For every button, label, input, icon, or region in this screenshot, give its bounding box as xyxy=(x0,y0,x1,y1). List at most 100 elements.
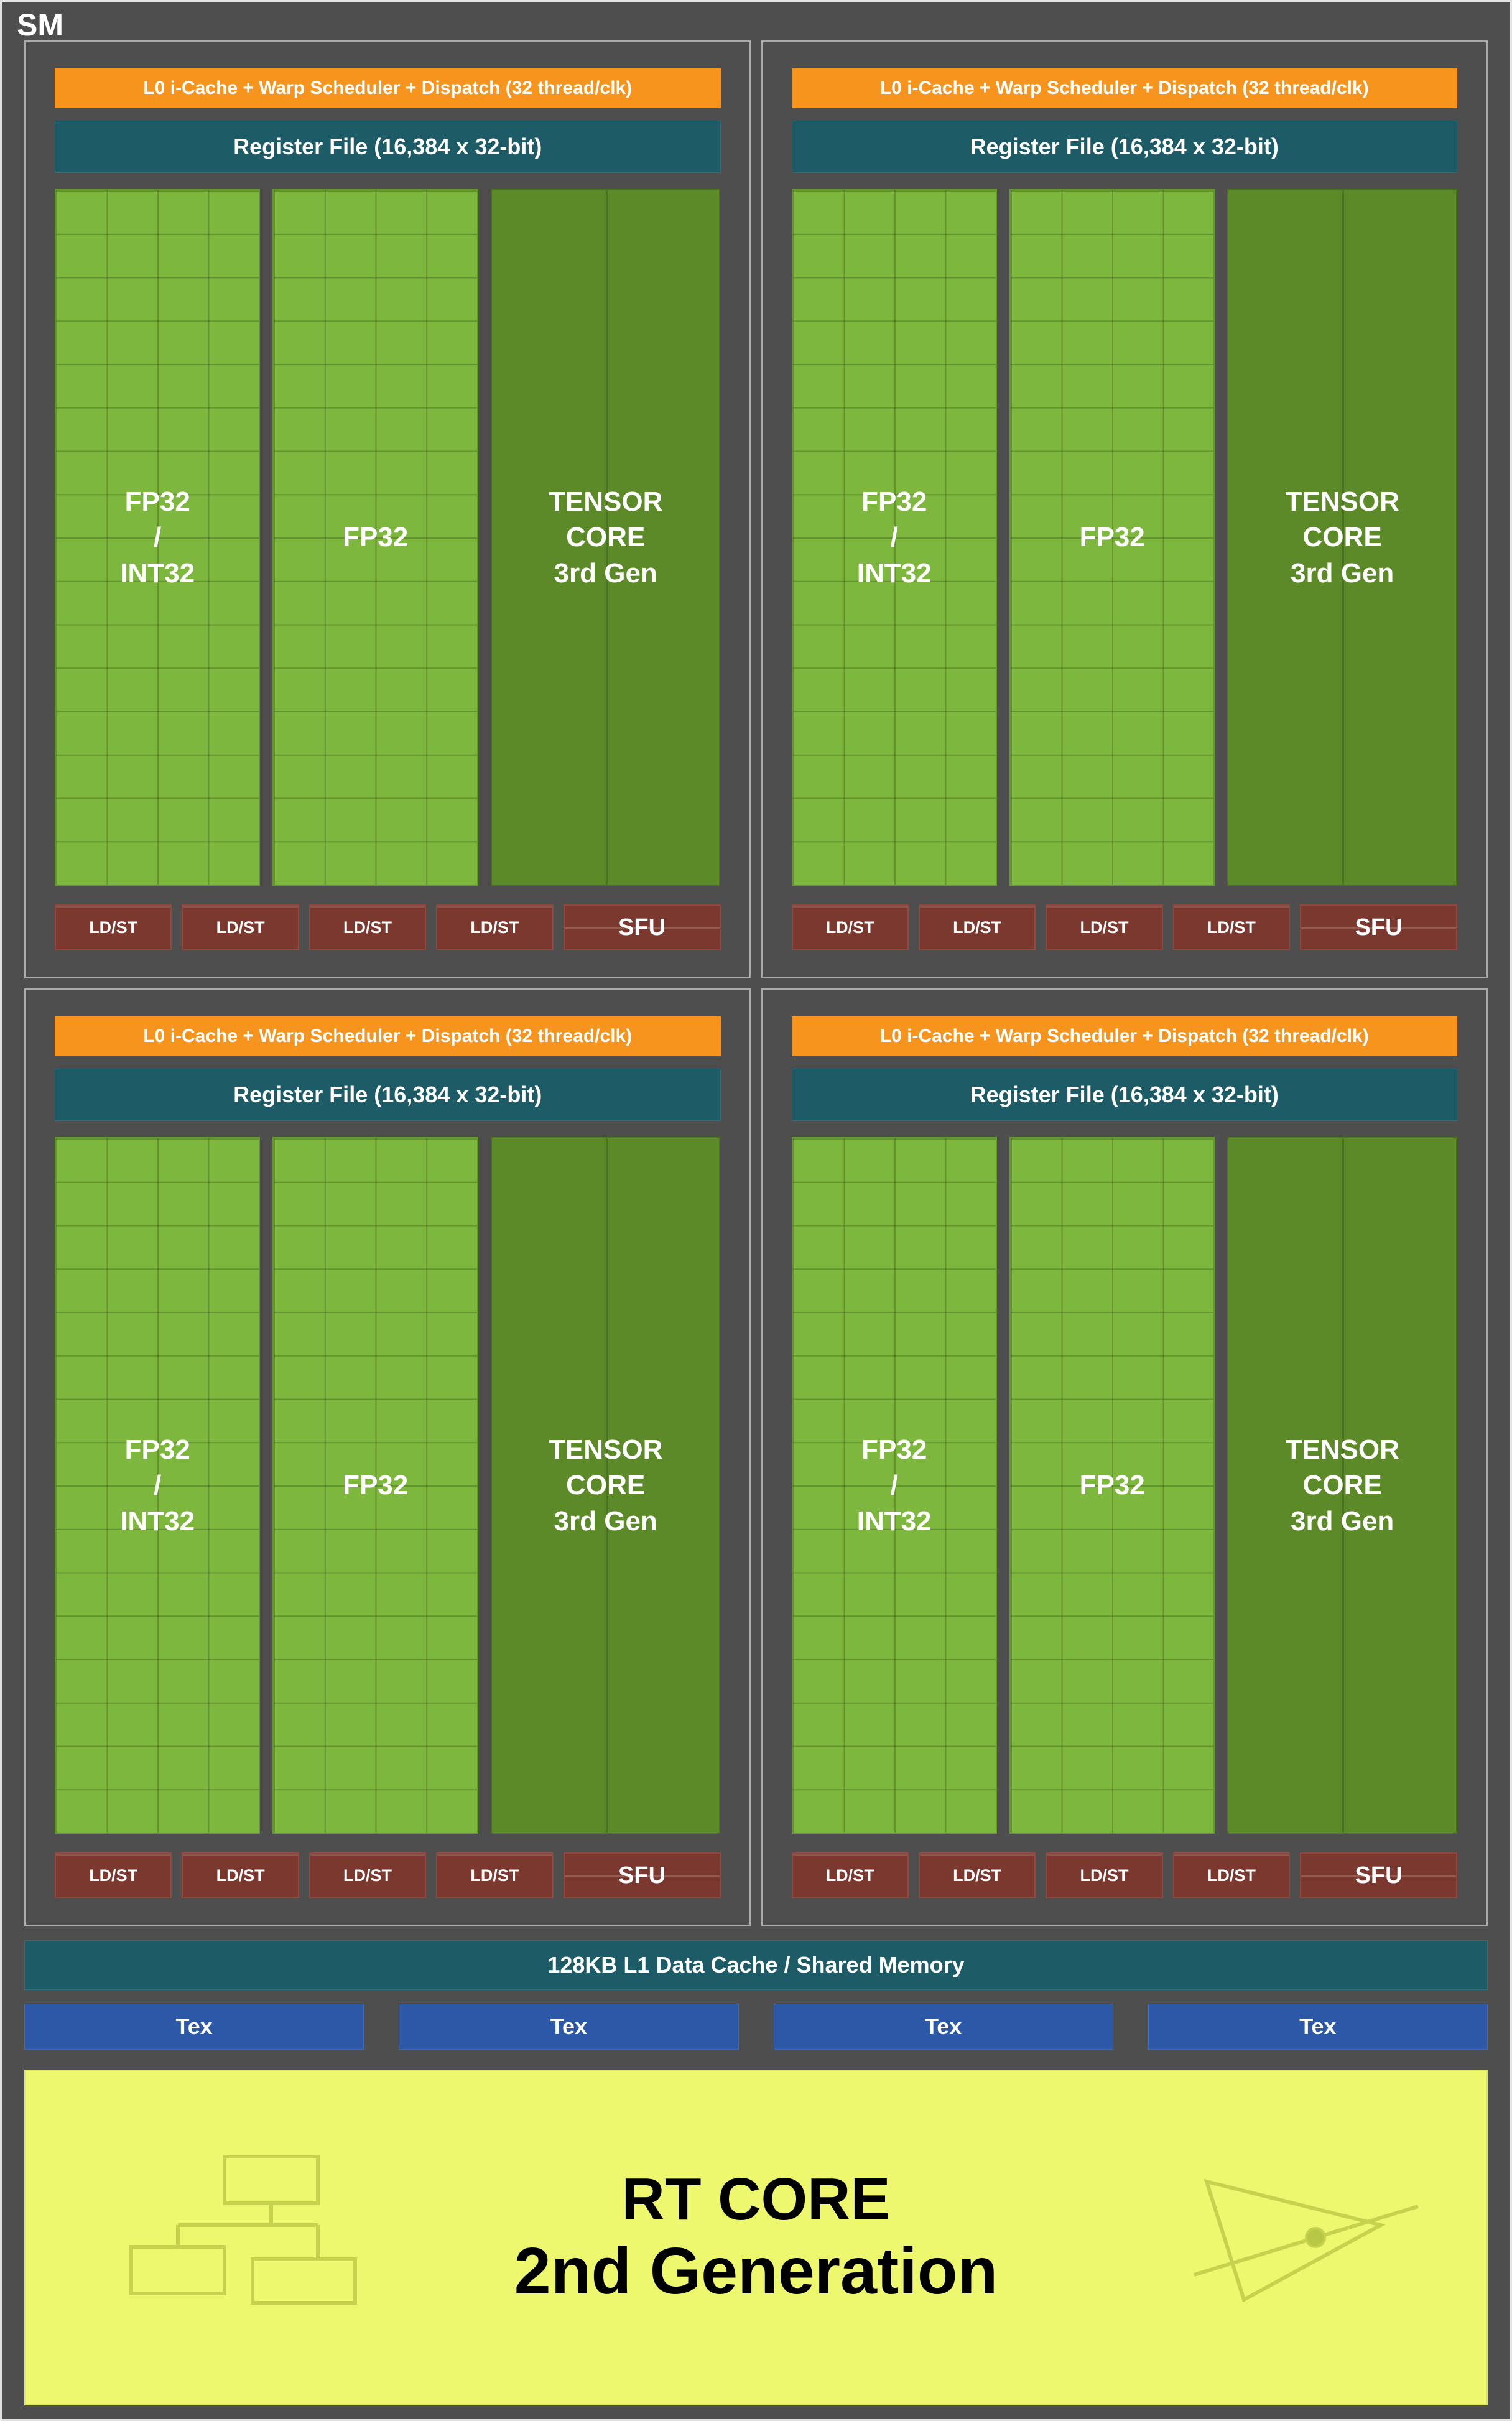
register-file-bar: Register File (16,384 x 32-bit) xyxy=(791,1069,1457,1121)
rt-core-title: RT CORE 2nd Generation xyxy=(514,2165,998,2310)
core-row: FP32 / INT32 FP32 TENSOR CORE 3rd Gen xyxy=(791,1137,1458,1834)
ldst-sfu-row: LD/ST LD/ST LD/ST LD/ST SFU xyxy=(55,904,721,950)
tensor-core-label: TENSOR CORE 3rd Gen xyxy=(549,1432,662,1539)
core-label-line: FP32 xyxy=(343,1470,409,1501)
fp32-int32-label: FP32 / INT32 xyxy=(857,484,932,591)
core-row: FP32 / INT32 FP32 TENSOR CORE 3rd Gen xyxy=(791,189,1458,886)
sm-partition-2: L0 i-Cache + Warp Scheduler + Dispatch (… xyxy=(761,40,1488,978)
rt-core-line2: 2nd Generation xyxy=(514,2234,998,2308)
core-label-line: INT32 xyxy=(120,557,195,588)
sm-title: SM xyxy=(17,7,63,42)
core-row: FP32 / INT32 FP32 TENSOR CORE 3rd Gen xyxy=(55,1137,721,1834)
ldst-unit: LD/ST xyxy=(1172,904,1291,950)
core-label-line: 3rd Gen xyxy=(1291,557,1394,588)
core-label-line: CORE xyxy=(566,522,646,553)
ldst-unit: LD/ST xyxy=(791,904,909,950)
l1-cache-shared-memory-bar: 128KB L1 Data Cache / Shared Memory xyxy=(24,1940,1488,1990)
ldst-unit: LD/ST xyxy=(1046,1852,1163,1898)
bvh-tree-icon xyxy=(129,2155,357,2305)
ldst-unit: LD/ST xyxy=(918,904,1036,950)
core-label-line: / xyxy=(154,1470,162,1501)
fp32-int32-core-block: FP32 / INT32 xyxy=(55,189,261,886)
core-label-line: TENSOR xyxy=(549,486,663,518)
ldst-unit: LD/ST xyxy=(791,1852,909,1898)
tensor-core-block: TENSOR CORE 3rd Gen xyxy=(490,1137,721,1834)
tex-unit: Tex xyxy=(1148,2004,1488,2050)
sm-partition-1: L0 i-Cache + Warp Scheduler + Dispatch (… xyxy=(24,40,751,978)
core-label-line: 3rd Gen xyxy=(554,1505,657,1536)
tensor-core-label: TENSOR CORE 3rd Gen xyxy=(549,484,662,591)
core-label-line: / xyxy=(890,522,898,553)
core-label-line: FP32 xyxy=(1079,1470,1145,1501)
ldst-unit: LD/ST xyxy=(55,904,172,950)
warp-scheduler-bar: L0 i-Cache + Warp Scheduler + Dispatch (… xyxy=(791,1016,1457,1056)
ldst-unit: LD/ST xyxy=(436,904,554,950)
tensor-core-label: TENSOR CORE 3rd Gen xyxy=(1286,1432,1399,1539)
sfu-unit: SFU xyxy=(563,904,721,950)
tex-unit: Tex xyxy=(773,2004,1113,2050)
tensor-core-block: TENSOR CORE 3rd Gen xyxy=(1227,189,1457,886)
core-label-line: FP32 xyxy=(1079,522,1145,553)
ray-triangle-icon xyxy=(1194,2178,1419,2303)
warp-scheduler-bar: L0 i-Cache + Warp Scheduler + Dispatch (… xyxy=(791,68,1457,108)
core-label-line: TENSOR xyxy=(549,1434,663,1466)
fp32-label: FP32 xyxy=(1080,519,1145,555)
ldst-unit: LD/ST xyxy=(55,1852,172,1898)
warp-scheduler-bar: L0 i-Cache + Warp Scheduler + Dispatch (… xyxy=(55,68,721,108)
core-label-line: TENSOR xyxy=(1285,486,1399,518)
fp32-core-block: FP32 xyxy=(272,189,478,886)
ldst-unit: LD/ST xyxy=(308,1852,427,1898)
sfu-unit: SFU xyxy=(1300,904,1457,950)
ldst-unit: LD/ST xyxy=(182,904,299,950)
register-file-bar: Register File (16,384 x 32-bit) xyxy=(55,121,721,173)
tex-unit: Tex xyxy=(24,2004,364,2050)
core-row: FP32 / INT32 FP32 TENSOR CORE 3rd Gen xyxy=(55,189,721,886)
core-label-line: FP32 xyxy=(861,486,927,518)
fp32-int32-core-block: FP32 / INT32 xyxy=(791,1137,997,1834)
fp32-int32-label: FP32 / INT32 xyxy=(857,1432,932,1539)
sfu-unit: SFU xyxy=(563,1852,721,1898)
sm-partition-grid: L0 i-Cache + Warp Scheduler + Dispatch (… xyxy=(24,40,1488,1926)
core-label-line: / xyxy=(154,522,162,553)
tex-unit: Tex xyxy=(399,2004,739,2050)
core-label-line: / xyxy=(890,1470,898,1501)
core-label-line: CORE xyxy=(1302,522,1382,553)
fp32-core-block: FP32 xyxy=(272,1137,478,1834)
fp32-int32-label: FP32 / INT32 xyxy=(120,484,195,591)
fp32-label: FP32 xyxy=(343,1467,408,1503)
fp32-int32-core-block: FP32 / INT32 xyxy=(791,189,997,886)
core-label-line: FP32 xyxy=(124,1434,190,1466)
ldst-unit: LD/ST xyxy=(436,1852,554,1898)
ldst-unit: LD/ST xyxy=(1172,1852,1291,1898)
core-label-line: 3rd Gen xyxy=(1291,1505,1394,1536)
fp32-core-block: FP32 xyxy=(1009,189,1215,886)
fp32-core-block: FP32 xyxy=(1009,1137,1215,1834)
sm-partition-4: L0 i-Cache + Warp Scheduler + Dispatch (… xyxy=(761,988,1488,1926)
sfu-unit: SFU xyxy=(1300,1852,1457,1898)
fp32-label: FP32 xyxy=(1080,1467,1145,1503)
sm-partition-3: L0 i-Cache + Warp Scheduler + Dispatch (… xyxy=(24,988,751,1926)
rt-core-line1: RT CORE xyxy=(621,2165,891,2233)
core-label-line: FP32 xyxy=(124,486,190,518)
tensor-core-block: TENSOR CORE 3rd Gen xyxy=(490,189,721,886)
rt-core-block: RT CORE 2nd Generation xyxy=(24,2070,1488,2405)
ldst-unit: LD/ST xyxy=(1046,904,1163,950)
core-label-line: 3rd Gen xyxy=(554,557,657,588)
core-label-line: INT32 xyxy=(856,557,932,588)
ldst-sfu-row: LD/ST LD/ST LD/ST LD/ST SFU xyxy=(55,1852,721,1898)
tex-unit-row: Tex Tex Tex Tex xyxy=(24,2004,1488,2050)
register-file-bar: Register File (16,384 x 32-bit) xyxy=(55,1069,721,1121)
register-file-bar: Register File (16,384 x 32-bit) xyxy=(791,121,1457,173)
core-label-line: TENSOR xyxy=(1285,1434,1399,1466)
core-label-line: FP32 xyxy=(861,1434,927,1466)
ldst-sfu-row: LD/ST LD/ST LD/ST LD/ST SFU xyxy=(791,1852,1457,1898)
ldst-unit: LD/ST xyxy=(182,1852,299,1898)
fp32-int32-label: FP32 / INT32 xyxy=(120,1432,195,1539)
tensor-core-block: TENSOR CORE 3rd Gen xyxy=(1227,1137,1457,1834)
core-label-line: INT32 xyxy=(120,1505,195,1536)
fp32-label: FP32 xyxy=(343,519,408,555)
tensor-core-label: TENSOR CORE 3rd Gen xyxy=(1286,484,1399,591)
ldst-unit: LD/ST xyxy=(918,1852,1036,1898)
core-label-line: CORE xyxy=(566,1470,646,1501)
